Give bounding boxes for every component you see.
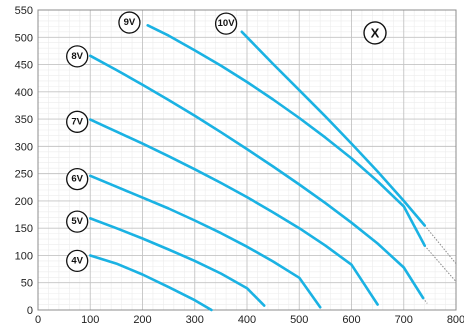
y-tick-label: 50 — [21, 278, 33, 290]
series-lines — [89, 23, 427, 312]
x-tick-label: 800 — [447, 314, 464, 326]
panel-label-circle — [363, 21, 387, 45]
x-axis-ticks: 0 100 200 300 400 500 600 700 800 — [35, 314, 464, 326]
y-tick-label: 100 — [15, 250, 33, 262]
curve-label-circle — [66, 110, 89, 133]
x-tick-label: 100 — [81, 314, 99, 326]
y-tick-label: 300 — [15, 141, 33, 153]
y-tick-label: 550 — [15, 5, 33, 17]
panel-label-group: X — [363, 21, 387, 45]
series-line-5v — [89, 217, 266, 307]
series-line-9v — [146, 23, 427, 247]
y-tick-label: 350 — [15, 114, 33, 126]
x-tick-label: 600 — [342, 314, 360, 326]
curve-label-circle — [66, 167, 89, 191]
curve-label-7v: 7V — [71, 116, 83, 127]
x-tick-label: 400 — [238, 314, 256, 326]
y-tick-label: 500 — [15, 32, 33, 44]
x-tick-label: 0 — [35, 314, 41, 326]
extension-line — [424, 225, 457, 264]
extension-lines — [422, 225, 457, 304]
curve-label-9v: 9V — [124, 17, 136, 28]
extension-line — [424, 245, 457, 282]
series-line-6v — [89, 174, 322, 309]
y-axis-ticks: 0 50 100 150 200 250 300 350 400 450 500 550 — [15, 5, 33, 317]
x-tick-label: 200 — [133, 314, 151, 326]
y-tick-label: 250 — [15, 169, 33, 181]
y-tick-label: 400 — [15, 87, 33, 99]
plot-area-frame — [37, 9, 457, 311]
x-tick-label: 700 — [395, 314, 413, 326]
series-line-10v — [240, 30, 427, 227]
series-line-4v — [89, 254, 213, 312]
curve-label-6v: 6V — [71, 174, 83, 185]
curve-label-circle — [66, 249, 89, 273]
curve-label-circle — [66, 210, 89, 233]
curve-label-circle — [118, 11, 141, 34]
curve-label-4v: 4V — [71, 255, 83, 266]
y-tick-label: 0 — [27, 305, 33, 317]
y-tick-label: 450 — [15, 60, 33, 72]
x-tick-label: 500 — [290, 314, 308, 326]
series-line-7v — [89, 118, 379, 306]
y-tick-label: 150 — [15, 223, 33, 235]
series-line-8v — [89, 54, 425, 300]
y-tick-label: 200 — [15, 196, 33, 208]
curve-label-circle — [66, 45, 89, 68]
curve-label-5v: 5V — [71, 216, 83, 227]
curve-labels: 4V 5V 6V 7V 8V 9V 10V — [66, 11, 238, 273]
x-tick-label: 300 — [186, 314, 204, 326]
curve-label-circle — [214, 12, 238, 35]
curve-label-8v: 8V — [71, 51, 83, 62]
curve-label-10v: 10V — [218, 18, 236, 29]
panel-label: X — [371, 25, 380, 40]
